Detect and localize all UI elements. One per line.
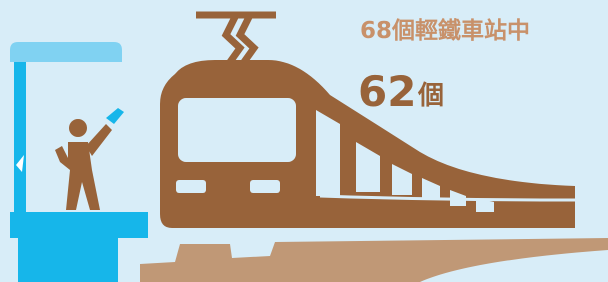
- platform-pole: [14, 62, 26, 214]
- page: 68個輕鐵車站中 62 個 (() => { const data = JSON…: [0, 0, 608, 282]
- tram-light: [176, 180, 206, 193]
- platform-leg: [18, 238, 118, 282]
- platform-base: [10, 212, 148, 238]
- headline-line1: 68個輕鐵車站中: [360, 17, 530, 44]
- headline-unit: 個: [417, 81, 444, 111]
- headline-number: 62: [358, 67, 416, 116]
- infographic: 68個輕鐵車站中 62 個: [0, 0, 608, 282]
- tram-light: [250, 180, 280, 193]
- tram-front-window: [178, 98, 296, 162]
- platform-roof: [10, 42, 122, 62]
- tram-door: [316, 110, 340, 196]
